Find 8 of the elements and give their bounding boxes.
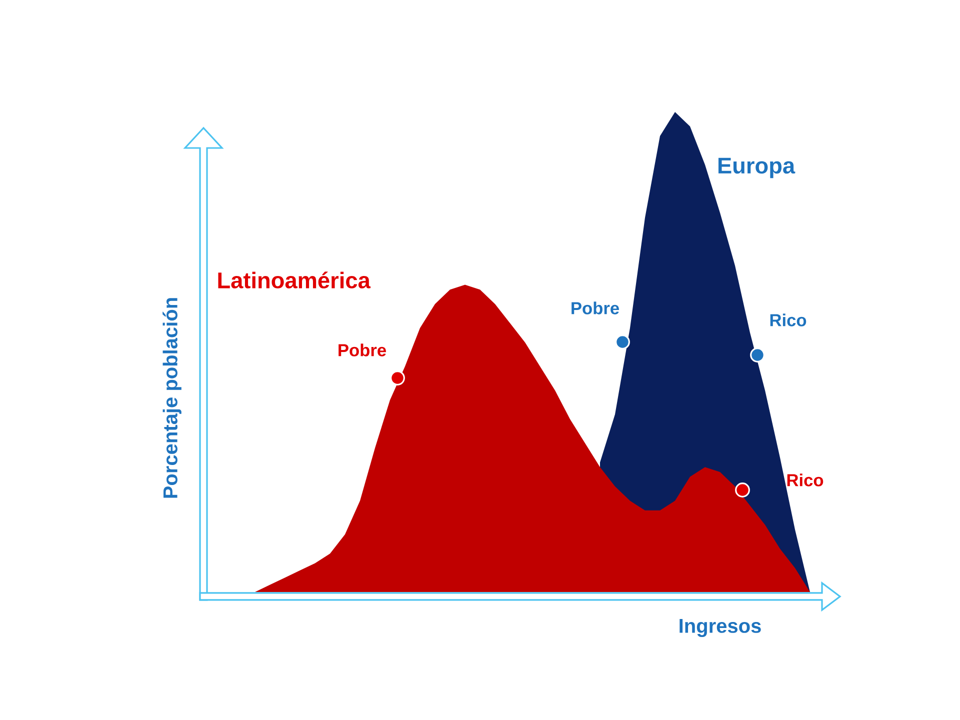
- text: Latinoamérica: [218, 272, 371, 288]
- y-axis-title: Porcentaje población: [162, 298, 182, 498]
- annotation: Rico: [770, 314, 806, 326]
- annotation: Rico: [787, 474, 824, 486]
- series-label: Europa: [718, 158, 796, 178]
- annotation: Pobre: [338, 344, 386, 356]
- x-axis-title: Ingresos: [680, 618, 761, 637]
- annotation: Pobre: [572, 302, 619, 314]
